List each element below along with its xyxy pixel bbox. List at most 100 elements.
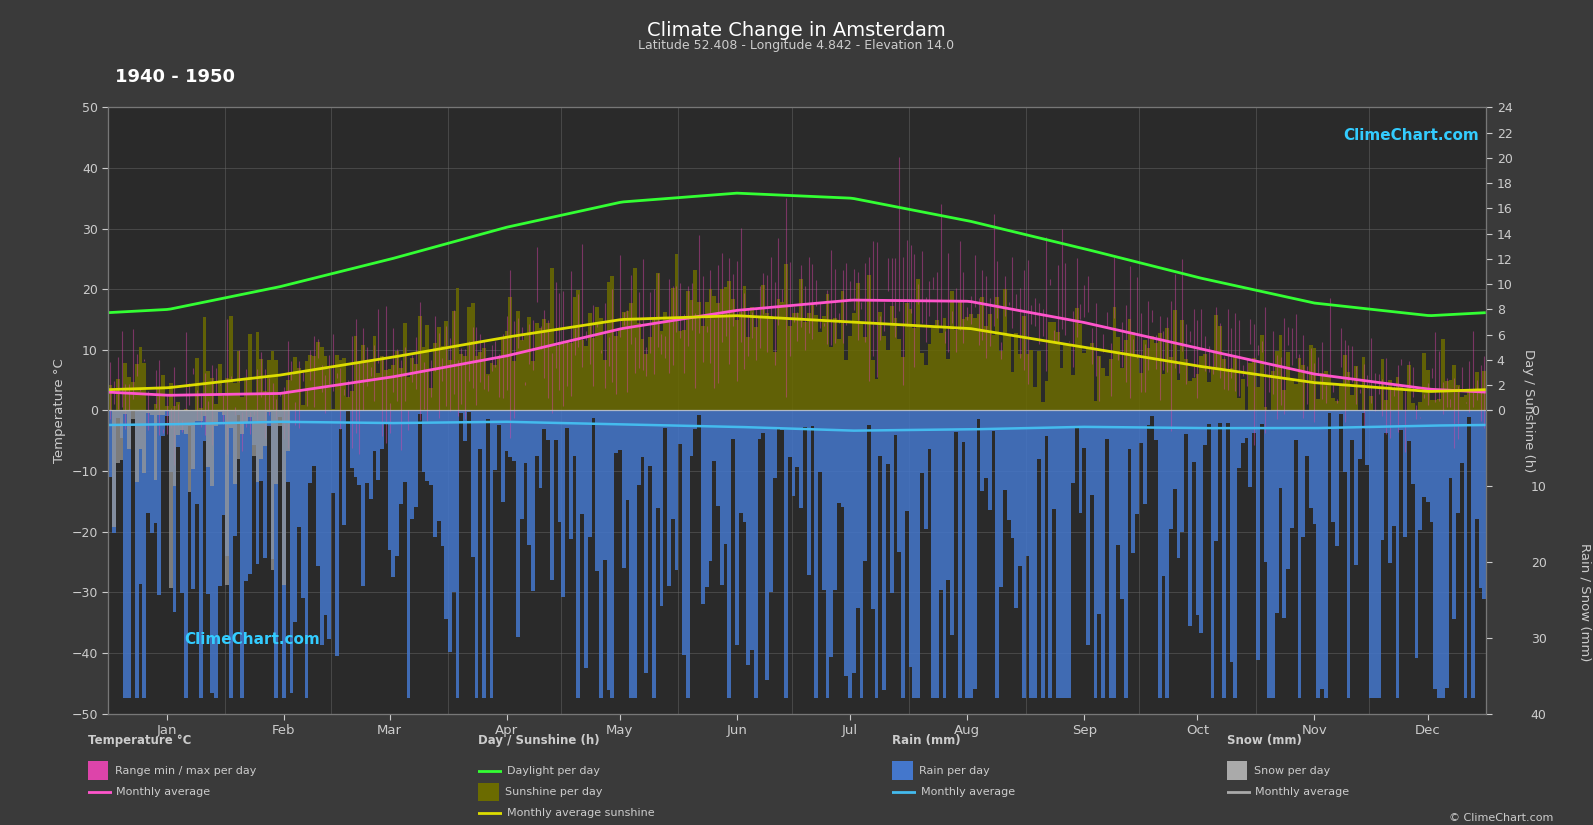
Bar: [1305, 411, 1309, 456]
Bar: [844, 361, 847, 411]
Bar: [1029, 350, 1034, 411]
Bar: [1026, 355, 1029, 411]
Bar: [1214, 314, 1219, 411]
Bar: [429, 411, 433, 485]
Bar: [142, 411, 147, 473]
Bar: [131, 411, 135, 412]
Bar: [871, 360, 875, 411]
Bar: [1064, 411, 1067, 699]
Text: Monthly average sunshine: Monthly average sunshine: [507, 808, 655, 818]
Bar: [362, 345, 365, 411]
Bar: [803, 322, 806, 411]
Bar: [833, 411, 836, 590]
Bar: [932, 328, 935, 411]
Bar: [1403, 411, 1407, 536]
Bar: [640, 339, 645, 411]
Bar: [1290, 380, 1294, 411]
Bar: [1442, 338, 1445, 411]
Bar: [1136, 411, 1139, 514]
Bar: [648, 411, 652, 466]
Bar: [1381, 411, 1384, 540]
Bar: [626, 411, 629, 499]
Bar: [1211, 411, 1214, 699]
Bar: [315, 411, 320, 567]
Bar: [494, 411, 497, 470]
Bar: [1150, 411, 1153, 416]
Bar: [572, 297, 577, 411]
Bar: [954, 411, 957, 431]
Bar: [433, 343, 436, 411]
Bar: [1464, 395, 1467, 411]
Bar: [1056, 411, 1059, 699]
Bar: [1365, 411, 1370, 465]
Bar: [320, 347, 323, 411]
Bar: [535, 411, 538, 456]
Bar: [229, 411, 233, 428]
Bar: [852, 313, 855, 411]
Bar: [1316, 411, 1321, 699]
Bar: [392, 411, 395, 578]
Bar: [973, 318, 977, 411]
Bar: [403, 323, 406, 411]
Bar: [1354, 366, 1357, 411]
Bar: [875, 411, 878, 699]
Bar: [561, 411, 566, 597]
Bar: [263, 411, 268, 446]
Bar: [1346, 411, 1351, 699]
Bar: [913, 328, 916, 411]
Bar: [1478, 411, 1483, 588]
Bar: [478, 352, 483, 411]
Bar: [207, 370, 210, 411]
Bar: [949, 291, 954, 411]
Bar: [255, 332, 260, 411]
Bar: [384, 370, 387, 411]
Bar: [249, 411, 252, 573]
Bar: [1392, 390, 1395, 411]
Bar: [1086, 411, 1090, 645]
Bar: [871, 411, 875, 609]
Bar: [806, 313, 811, 411]
Bar: [1274, 351, 1279, 411]
Bar: [1169, 411, 1172, 529]
Bar: [1070, 411, 1075, 483]
Bar: [938, 411, 943, 590]
Bar: [249, 411, 252, 417]
Bar: [1203, 354, 1207, 411]
Bar: [417, 316, 422, 411]
Bar: [731, 299, 734, 411]
Bar: [847, 411, 852, 699]
Bar: [263, 391, 268, 411]
Bar: [392, 365, 395, 411]
Bar: [789, 411, 792, 457]
Bar: [312, 356, 315, 411]
Bar: [166, 406, 169, 411]
Bar: [946, 411, 949, 580]
Bar: [723, 286, 728, 411]
Bar: [776, 411, 781, 428]
Bar: [1023, 411, 1026, 699]
Text: ClimeChart.com: ClimeChart.com: [185, 632, 320, 647]
Bar: [489, 363, 494, 411]
Bar: [1434, 400, 1437, 411]
Bar: [671, 288, 674, 411]
Bar: [177, 411, 180, 435]
Bar: [1335, 411, 1340, 546]
Bar: [682, 330, 687, 411]
Bar: [1351, 395, 1354, 411]
Bar: [1094, 401, 1098, 411]
Bar: [1346, 371, 1351, 411]
Bar: [988, 411, 992, 510]
Bar: [602, 361, 607, 411]
Bar: [1161, 374, 1166, 411]
Bar: [271, 351, 274, 411]
Bar: [800, 280, 803, 411]
Bar: [687, 291, 690, 411]
Bar: [863, 411, 867, 561]
Bar: [1015, 411, 1018, 608]
Bar: [822, 315, 825, 411]
Bar: [1370, 396, 1373, 411]
Bar: [687, 411, 690, 699]
Bar: [180, 411, 183, 593]
Bar: [599, 318, 602, 411]
Bar: [271, 411, 274, 559]
